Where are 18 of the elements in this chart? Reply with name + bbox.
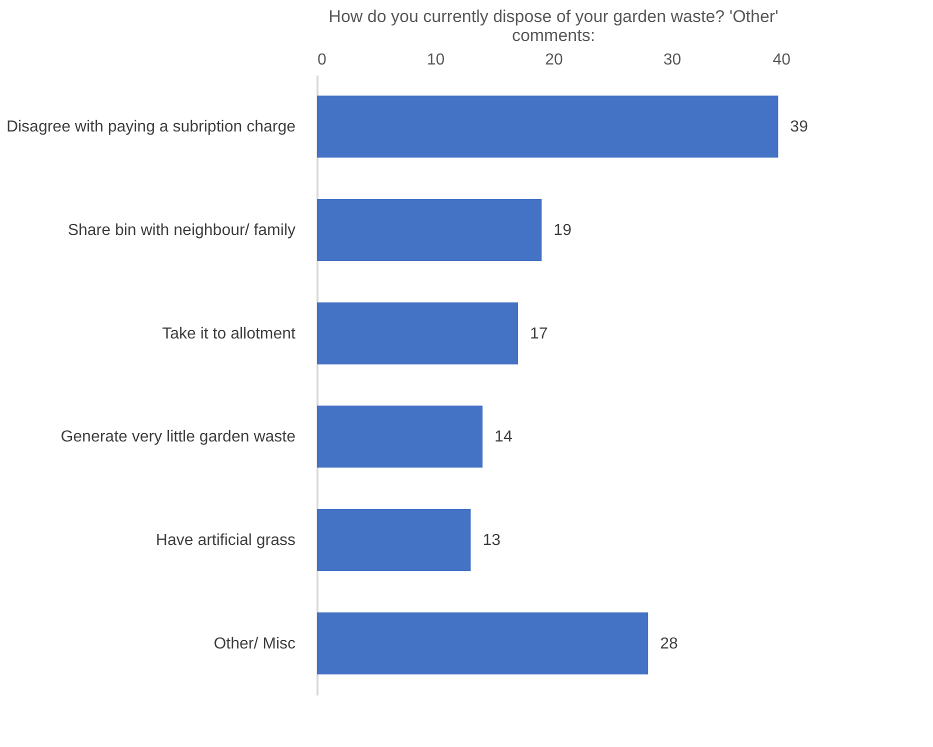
data-label: 13: [482, 532, 501, 549]
chart-title: How do you currently dispose of your garden waste? 'Other' comments:: [328, 7, 778, 45]
data-label: 19: [554, 222, 572, 239]
y-tick-label: Generate very little garden waste: [60, 428, 296, 446]
y-tick-label: Take it to allotment: [162, 325, 296, 342]
data-label: 14: [494, 428, 512, 446]
data-label: 28: [660, 635, 678, 652]
y-tick-label: Other/ Misc: [214, 635, 296, 652]
y-tick-label: Share bin with neighbour/ family: [68, 222, 296, 239]
x-tick-label: 0: [318, 52, 326, 68]
x-tick-label: 30: [663, 52, 682, 68]
y-tick-label: Disagree with paying a subription charge: [6, 118, 296, 136]
y-tick-label: Have artificial grass: [156, 532, 296, 549]
data-label: 39: [790, 118, 808, 136]
x-tick-label: 10: [426, 52, 445, 68]
data-label: 17: [530, 325, 548, 342]
x-tick-label: 40: [772, 52, 791, 68]
x-tick-label: 20: [545, 52, 563, 68]
